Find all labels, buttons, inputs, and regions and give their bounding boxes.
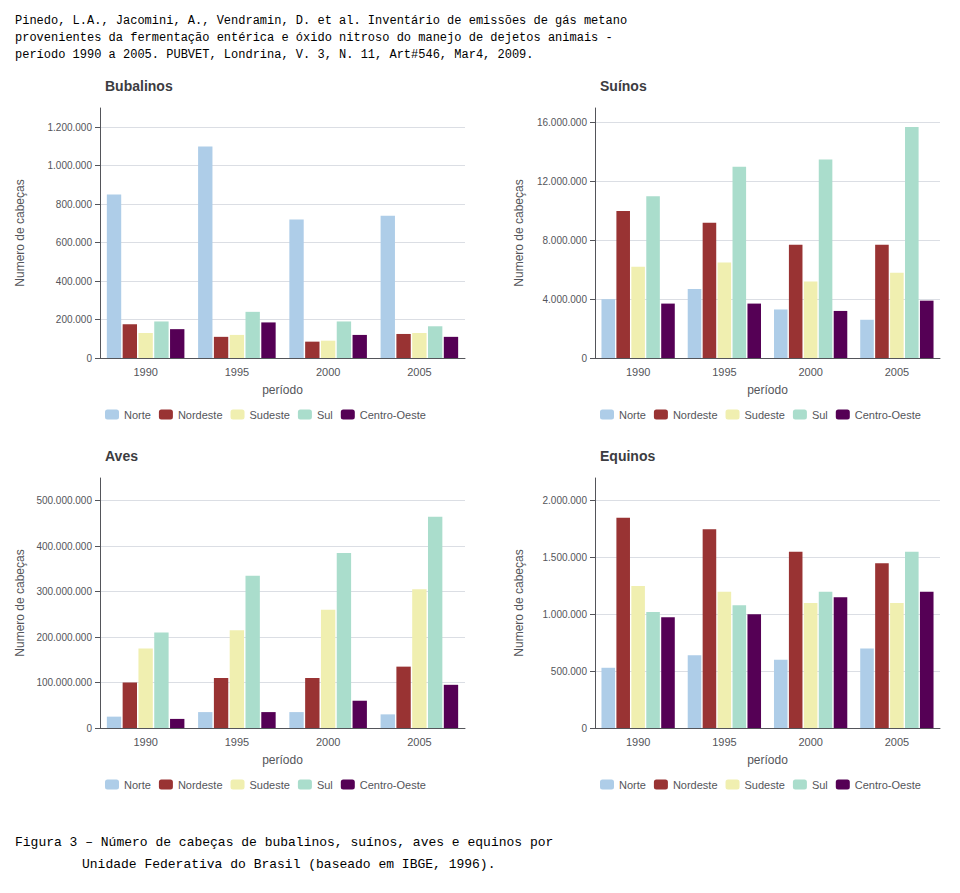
svg-text:1995: 1995 <box>225 366 249 378</box>
svg-text:Equinos: Equinos <box>600 448 655 464</box>
svg-text:1990: 1990 <box>626 736 650 748</box>
svg-text:2000: 2000 <box>798 736 822 748</box>
svg-text:0: 0 <box>581 353 587 364</box>
svg-text:Norte: Norte <box>124 409 151 421</box>
svg-text:Norte: Norte <box>619 409 646 421</box>
svg-text:4.000.000: 4.000.000 <box>543 294 588 305</box>
svg-text:Centro-Oeste: Centro-Oeste <box>360 409 426 421</box>
svg-text:Numero de cabeças: Numero de cabeças <box>13 179 27 286</box>
svg-text:1.500.000: 1.500.000 <box>543 552 588 563</box>
svg-text:400.000.000: 400.000.000 <box>36 541 92 552</box>
svg-text:0: 0 <box>581 723 587 734</box>
svg-text:Centro-Oeste: Centro-Oeste <box>855 779 921 791</box>
svg-text:Norte: Norte <box>619 779 646 791</box>
svg-text:2005: 2005 <box>407 736 431 748</box>
svg-text:2005: 2005 <box>407 366 431 378</box>
svg-text:Sul: Sul <box>812 409 828 421</box>
svg-text:Numero de cabeças: Numero de cabeças <box>13 549 27 656</box>
svg-text:Sudeste: Sudeste <box>745 779 785 791</box>
svg-text:16.000.000: 16.000.000 <box>537 117 587 128</box>
svg-text:Sul: Sul <box>317 779 333 791</box>
svg-text:Figura 3 – Número de cabeças d: Figura 3 – Número de cabeças de bubalino… <box>15 835 553 850</box>
svg-text:500.000.000: 500.000.000 <box>36 495 92 506</box>
svg-text:300.000.000: 300.000.000 <box>36 586 92 597</box>
svg-text:200.000: 200.000 <box>56 314 93 325</box>
svg-text:Sudeste: Sudeste <box>250 409 290 421</box>
svg-text:2.000.000: 2.000.000 <box>543 495 588 506</box>
svg-text:provenientes da fermentação en: provenientes da fermentação entérica e ó… <box>15 31 613 45</box>
svg-text:Bubalinos: Bubalinos <box>105 78 173 94</box>
svg-text:2000: 2000 <box>798 366 822 378</box>
svg-text:12.000.000: 12.000.000 <box>537 176 587 187</box>
svg-text:período: período <box>747 383 788 397</box>
svg-text:1995: 1995 <box>225 736 249 748</box>
svg-text:Sul: Sul <box>317 409 333 421</box>
svg-text:Sudeste: Sudeste <box>250 779 290 791</box>
svg-text:1990: 1990 <box>133 366 157 378</box>
svg-text:período 1990 a 2005. PUBVET, L: período 1990 a 2005. PUBVET, Londrina, V… <box>15 48 533 62</box>
svg-text:1.200.000: 1.200.000 <box>48 122 93 133</box>
svg-text:1990: 1990 <box>626 366 650 378</box>
svg-text:1990: 1990 <box>133 736 157 748</box>
svg-text:1.000.000: 1.000.000 <box>48 160 93 171</box>
svg-text:800.000: 800.000 <box>56 199 93 210</box>
svg-text:Nordeste: Nordeste <box>673 409 718 421</box>
svg-text:200.000.000: 200.000.000 <box>36 632 92 643</box>
svg-text:Numero de cabeças: Numero de cabeças <box>512 549 526 656</box>
svg-text:período: período <box>747 753 788 767</box>
svg-text:2005: 2005 <box>885 736 909 748</box>
svg-text:8.000.000: 8.000.000 <box>543 235 588 246</box>
svg-text:2000: 2000 <box>316 736 340 748</box>
svg-text:1.000.000: 1.000.000 <box>543 609 588 620</box>
svg-text:Nordeste: Nordeste <box>673 779 718 791</box>
svg-text:Nordeste: Nordeste <box>178 779 223 791</box>
svg-text:período: período <box>262 753 303 767</box>
svg-text:2000: 2000 <box>316 366 340 378</box>
svg-text:período: período <box>262 383 303 397</box>
svg-text:Numero de cabeças: Numero de cabeças <box>512 179 526 286</box>
svg-text:100.000.000: 100.000.000 <box>36 677 92 688</box>
svg-text:Unidade Federativa do Brasil (: Unidade Federativa do Brasil (baseado em… <box>82 857 495 872</box>
svg-text:400.000: 400.000 <box>56 276 93 287</box>
svg-text:Pinedo, L.A., Jacomini, A., Ve: Pinedo, L.A., Jacomini, A., Vendramin, D… <box>15 14 627 28</box>
svg-text:0: 0 <box>86 353 92 364</box>
svg-text:Nordeste: Nordeste <box>178 409 223 421</box>
svg-text:Sul: Sul <box>812 779 828 791</box>
svg-text:600.000: 600.000 <box>56 237 93 248</box>
svg-text:0: 0 <box>86 723 92 734</box>
svg-text:Centro-Oeste: Centro-Oeste <box>855 409 921 421</box>
svg-text:Sudeste: Sudeste <box>745 409 785 421</box>
svg-text:Centro-Oeste: Centro-Oeste <box>360 779 426 791</box>
svg-text:2005: 2005 <box>885 366 909 378</box>
svg-text:1995: 1995 <box>712 736 736 748</box>
svg-text:Suínos: Suínos <box>600 78 647 94</box>
svg-text:1995: 1995 <box>712 366 736 378</box>
svg-text:500.000: 500.000 <box>551 666 588 677</box>
svg-text:Norte: Norte <box>124 779 151 791</box>
svg-text:Aves: Aves <box>105 448 138 464</box>
